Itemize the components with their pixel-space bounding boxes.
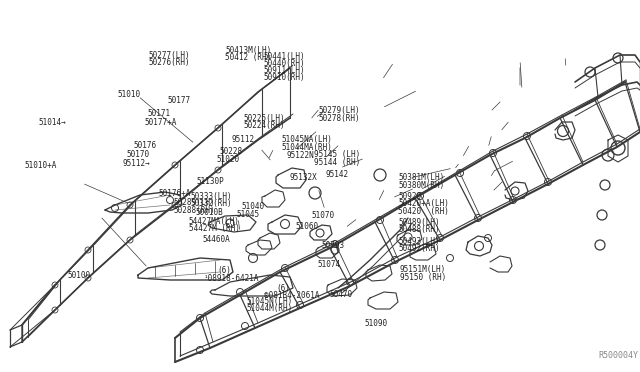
- Text: 50176: 50176: [133, 141, 156, 150]
- Text: 51040: 51040: [242, 202, 265, 211]
- Text: 50276(RH): 50276(RH): [148, 58, 190, 67]
- Text: 50910(RH): 50910(RH): [264, 73, 305, 81]
- Text: 50170: 50170: [127, 150, 150, 159]
- Text: 54460A: 54460A: [202, 235, 230, 244]
- Text: 50289(LH): 50289(LH): [173, 198, 215, 207]
- Text: 50488(RH): 50488(RH): [398, 225, 440, 234]
- Text: 50493(LH): 50493(LH): [398, 237, 440, 246]
- Text: 50380M(RH): 50380M(RH): [398, 181, 444, 190]
- Text: 50413M(LH): 50413M(LH): [225, 46, 271, 55]
- Text: 50177+A: 50177+A: [144, 118, 177, 127]
- Text: 95144 (RH): 95144 (RH): [314, 158, 360, 167]
- Text: 50228: 50228: [220, 147, 243, 155]
- Text: 50171: 50171: [147, 109, 170, 118]
- Text: 50489(LH): 50489(LH): [398, 218, 440, 227]
- Text: 51044MA(RH): 51044MA(RH): [282, 143, 332, 152]
- Text: 51130P: 51130P: [196, 177, 224, 186]
- Text: 50177: 50177: [168, 96, 191, 105]
- Text: 50440(RH): 50440(RH): [264, 59, 305, 68]
- Text: 50492(RH): 50492(RH): [398, 244, 440, 253]
- Text: 95112: 95112: [232, 135, 255, 144]
- Text: 50010B: 50010B: [195, 208, 223, 217]
- Text: 50470: 50470: [330, 290, 353, 299]
- Text: 50279(LH): 50279(LH): [319, 106, 360, 115]
- Text: 54427M (RH): 54427M (RH): [189, 224, 239, 233]
- Text: 51045N(LH): 51045N(LH): [246, 297, 292, 306]
- Text: 51020: 51020: [216, 155, 239, 164]
- Text: 50412 (RH): 50412 (RH): [225, 53, 271, 62]
- Text: 50225(LH): 50225(LH): [243, 114, 285, 123]
- Text: 50332(RH): 50332(RH): [191, 199, 232, 208]
- Text: 54427MA(LH): 54427MA(LH): [189, 217, 239, 226]
- Text: 95122N: 95122N: [287, 151, 314, 160]
- Text: 51045NA(LH): 51045NA(LH): [282, 135, 332, 144]
- Text: 50793: 50793: [321, 241, 344, 250]
- Text: R500004Y: R500004Y: [598, 350, 638, 359]
- Text: (6): (6): [276, 284, 291, 293]
- Text: 95112→: 95112→: [123, 159, 150, 168]
- Text: 50911(LH): 50911(LH): [264, 66, 305, 75]
- Text: 50277(LH): 50277(LH): [148, 51, 190, 60]
- Text: (6): (6): [218, 266, 232, 275]
- Text: 95151M(LH): 95151M(LH): [400, 265, 446, 274]
- Text: 95150 (RH): 95150 (RH): [400, 273, 446, 282]
- Text: 50333(LH): 50333(LH): [191, 192, 232, 201]
- Text: 51060: 51060: [296, 222, 319, 231]
- Text: 50278(RH): 50278(RH): [319, 114, 360, 123]
- Text: 51090: 51090: [365, 319, 388, 328]
- Text: ®081B4-2061A: ®081B4-2061A: [264, 291, 319, 300]
- Text: 50420  (RH): 50420 (RH): [398, 207, 449, 216]
- Text: 95132X: 95132X: [290, 173, 317, 182]
- Text: ¹08918-6421A: ¹08918-6421A: [204, 274, 259, 283]
- Text: 50288(RH): 50288(RH): [173, 206, 215, 215]
- Text: 50420+A(LH): 50420+A(LH): [398, 199, 449, 208]
- Text: 51010+A: 51010+A: [24, 161, 57, 170]
- Text: 50176+A: 50176+A: [159, 189, 191, 198]
- Text: 95145 (LH): 95145 (LH): [314, 150, 360, 159]
- Text: 51044M(RH): 51044M(RH): [246, 304, 292, 313]
- Text: 51070: 51070: [311, 211, 334, 219]
- Text: 95142: 95142: [325, 170, 348, 179]
- Text: 51074: 51074: [317, 260, 340, 269]
- Text: 50441(LH): 50441(LH): [264, 52, 305, 61]
- Text: 50381M(LH): 50381M(LH): [398, 173, 444, 182]
- Text: 50920: 50920: [398, 192, 421, 201]
- Text: 51014→: 51014→: [38, 118, 66, 127]
- Text: 50100: 50100: [67, 271, 90, 280]
- Text: 50224(RH): 50224(RH): [243, 121, 285, 130]
- Text: 51010: 51010: [117, 90, 140, 99]
- Text: 51045: 51045: [237, 210, 260, 219]
